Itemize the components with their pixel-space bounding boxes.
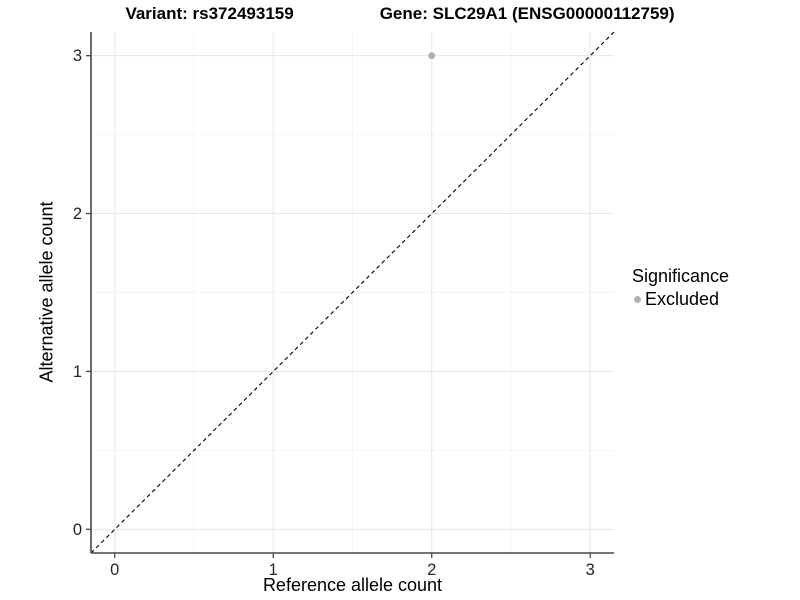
data-points: [428, 52, 436, 60]
legend-item-label: Excluded: [645, 289, 720, 309]
tick-marks: [86, 55, 591, 558]
y-tick-label: 2: [73, 205, 82, 223]
x-tick-label: 0: [110, 561, 119, 579]
y-tick-label: 0: [73, 521, 82, 539]
y-tick-label: 3: [73, 47, 82, 65]
y-tick-labels: 0 1 2 3: [73, 47, 82, 539]
legend-point-icon: [634, 296, 641, 303]
identity-reference-line: [90, 31, 615, 554]
axis-lines: [90, 32, 614, 554]
x-tick-label: 3: [586, 561, 595, 579]
x-tick-label: 2: [427, 561, 436, 579]
legend-title: Significance: [632, 266, 730, 286]
x-tick-label: 1: [269, 561, 278, 579]
y-tick-label: 1: [73, 363, 82, 381]
legend: Significance Excluded: [632, 266, 729, 310]
gene-title: Gene: SLC29A1 (ENSG00000112759): [379, 4, 675, 23]
data-point: [428, 52, 436, 60]
legend-item-excluded: Excluded: [632, 289, 729, 310]
identity-line: [90, 31, 615, 554]
legend-items: Excluded: [632, 289, 729, 310]
variant-title: Variant: rs372493159: [125, 4, 294, 23]
x-tick-labels: 0 1 2 3: [110, 561, 595, 579]
minor-gridlines: [91, 32, 614, 553]
major-gridlines: [91, 32, 614, 553]
x-axis-title: Reference allele count: [262, 575, 443, 595]
y-axis-title: Alternative allele count: [36, 201, 57, 383]
plot-titles: Variant: rs372493159 Gene: SLC29A1 (ENSG…: [0, 4, 800, 24]
